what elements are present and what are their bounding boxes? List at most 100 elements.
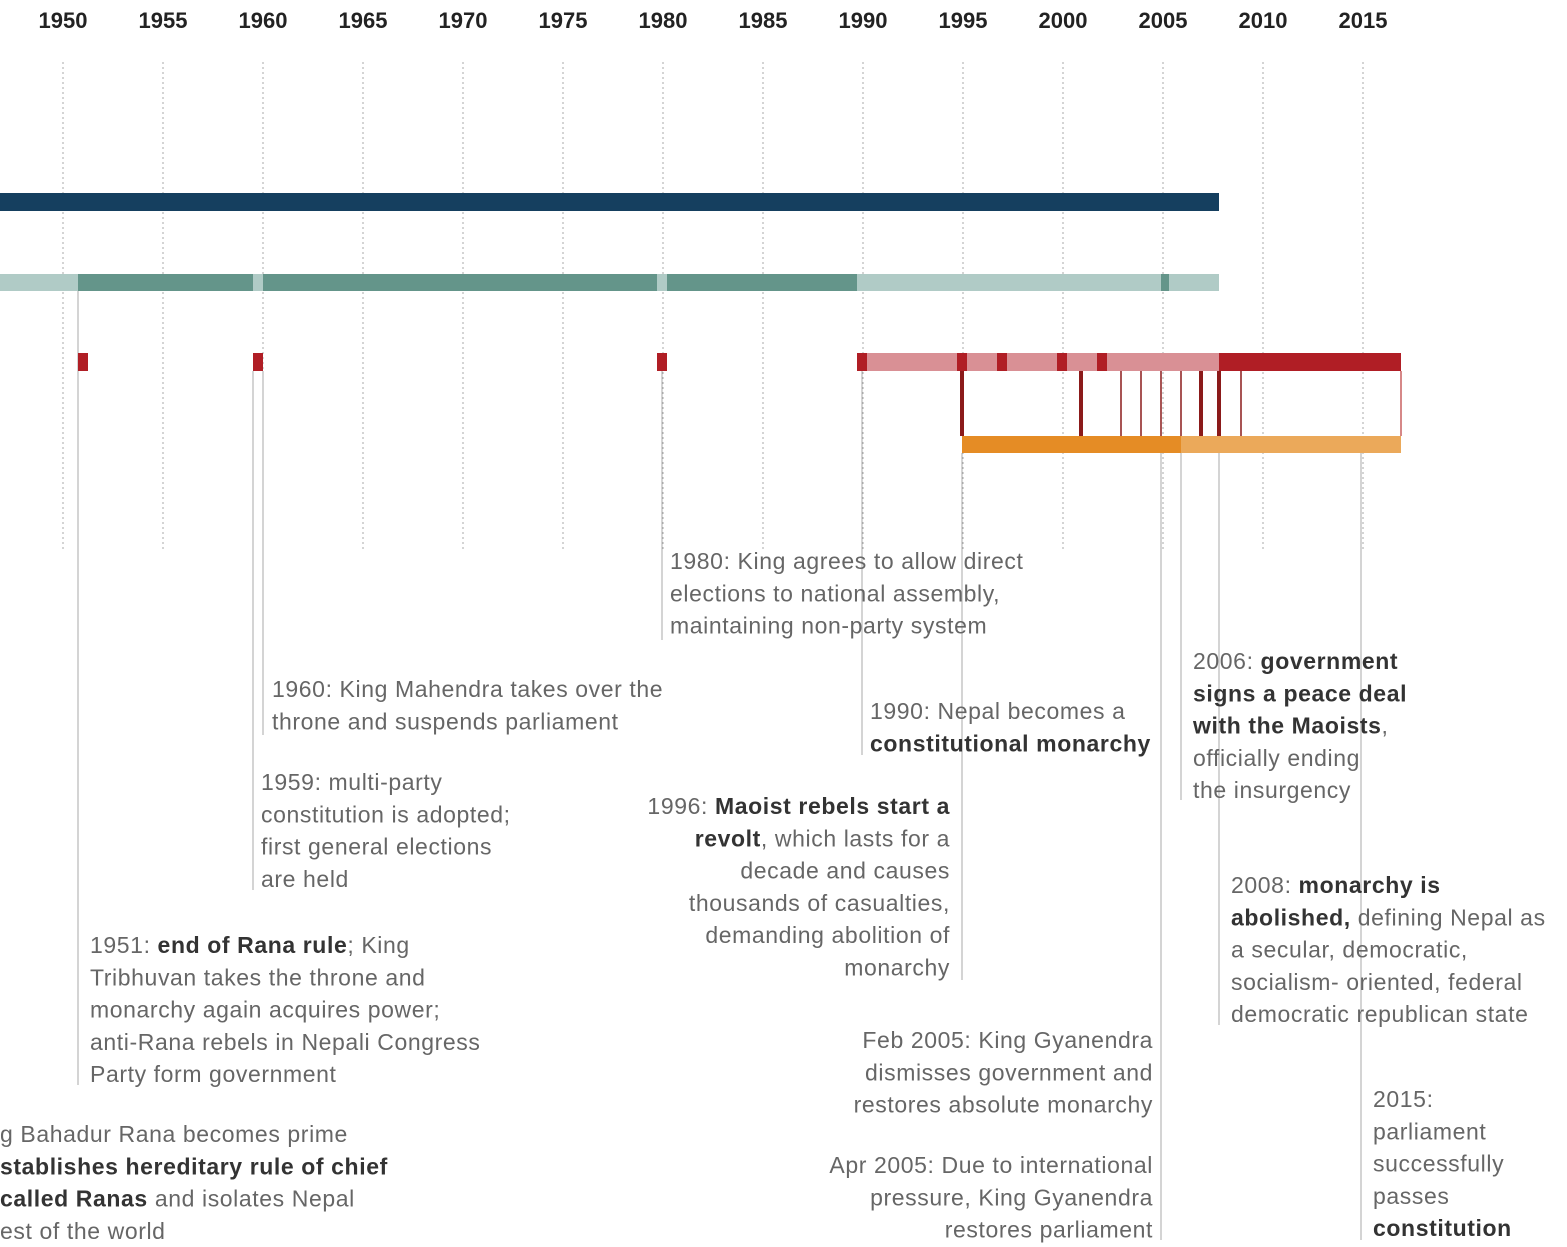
text-run: pressure, King Gyanendra [870, 1184, 1153, 1210]
segment [1181, 436, 1401, 453]
event [857, 353, 867, 371]
annotation-line: g Bahadur Rana becomes prime [0, 1121, 348, 1147]
text-run: a secular, democratic, [1231, 937, 1468, 963]
text-run: defining Nepal as [1351, 904, 1546, 930]
text-run: restores parliament [945, 1217, 1153, 1243]
event [957, 353, 967, 371]
text-run: successfully [1373, 1151, 1504, 1177]
text-run: 1960: King Mahendra takes over the [272, 676, 663, 702]
annotation-line: stablishes hereditary rule of chief [0, 1153, 388, 1179]
year-label: 2010 [1239, 8, 1288, 33]
text-run: constitution is adopted; [261, 801, 511, 827]
text-run: 2008: [1231, 872, 1299, 898]
text-run: 1996: [647, 793, 715, 819]
text-run: and isolates Nepal [148, 1186, 355, 1212]
text-run: 1951: [90, 932, 158, 958]
bold-run: signs a peace deal [1193, 680, 1407, 706]
annotation-line: 1980: King agrees to allow direct [670, 548, 1024, 574]
text-run: 2006: [1193, 648, 1261, 674]
annotation-line: 2006: government [1193, 648, 1398, 674]
year-label: 1985 [739, 8, 788, 33]
year-label: 2015 [1339, 8, 1388, 33]
annotation-line: abolished, defining Nepal as [1231, 904, 1546, 930]
leaders [77, 291, 1362, 1240]
event [1097, 353, 1107, 371]
text-run: restores absolute monarchy [854, 1092, 1153, 1118]
text-run: throne and suspends parliament [272, 708, 619, 734]
bold-run: government [1261, 648, 1399, 674]
bold-run: called Ranas [0, 1186, 148, 1212]
annotation-line: thousands of casualties, [689, 890, 950, 916]
text-run: monarchy again acquires power; [90, 997, 440, 1023]
annotations: 1980: King agrees to allow direct electio… [0, 548, 1546, 1244]
annotation-line: socialism- oriented, federal [1231, 969, 1523, 995]
text-run: 1980: King agrees to allow direct [670, 548, 1024, 574]
text-run: ; King [347, 932, 409, 958]
text-run: elections to national assembly, [670, 580, 1000, 606]
segment [867, 353, 1219, 371]
year-label: 1955 [139, 8, 188, 33]
year-label: 1980 [639, 8, 688, 33]
text-run: maintaining non-party system [670, 613, 987, 639]
segment [263, 274, 657, 291]
text-run: , which lasts for a [761, 825, 950, 851]
bold-run: stablishes hereditary rule of chief [0, 1153, 388, 1179]
bold-run: monarchy is [1299, 872, 1441, 898]
annotation-line: constitution [1373, 1215, 1512, 1241]
year-label: 1960 [239, 8, 288, 33]
annotation-line: constitutional monarchy [870, 730, 1151, 756]
year-label: 2000 [1039, 8, 1088, 33]
text-run: Tribhuvan takes the throne and [90, 964, 426, 990]
text-run: socialism- oriented, federal [1231, 969, 1523, 995]
event [253, 353, 263, 371]
text-run: first general elections [261, 834, 492, 860]
annotation-line: Party form government [90, 1061, 337, 1087]
annotation-line: 2015: [1373, 1086, 1434, 1112]
event [997, 353, 1007, 371]
text-run: are held [261, 866, 349, 892]
annotation-line: elections to national assembly, [670, 580, 1000, 606]
text-run: demanding abolition of [705, 922, 950, 948]
segment [78, 274, 253, 291]
event [657, 353, 667, 371]
text-run: g Bahadur Rana becomes prime [0, 1121, 348, 1147]
annotation-line: anti-Rana rebels in Nepali Congress [90, 1029, 480, 1055]
segment [962, 436, 1181, 453]
annotation-line: constitution is adopted; [261, 801, 511, 827]
annotation-line: monarchy [844, 955, 950, 981]
year-label: 1975 [539, 8, 588, 33]
monarchy-bar [0, 193, 1219, 211]
text-run: passes [1373, 1183, 1449, 1209]
annotation-line: the insurgency [1193, 777, 1351, 803]
annotation-line: pressure, King Gyanendra [870, 1184, 1153, 1210]
year-label: 1970 [439, 8, 488, 33]
annotation-line: officially ending [1193, 745, 1360, 771]
text-run: 1959: multi-party [261, 769, 443, 795]
annotation-line: 1990: Nepal becomes a [870, 698, 1126, 724]
text-run: 1990: Nepal becomes a [870, 698, 1126, 724]
annotation-line: with the Maoists, [1192, 713, 1389, 739]
grid [62, 62, 1364, 550]
text-run: decade and causes [740, 858, 950, 884]
bold-run: Maoist rebels start a [715, 793, 950, 819]
text-run: democratic republican state [1231, 1001, 1528, 1027]
annotation-line: est of the world [0, 1218, 166, 1244]
annotation-line: revolt, which lasts for a [695, 825, 950, 851]
annotation-line: democratic republican state [1231, 1001, 1528, 1027]
annotation-line: are held [261, 866, 349, 892]
annotation-line: successfully [1373, 1151, 1504, 1177]
bold-run: constitution [1373, 1215, 1512, 1241]
text-run: Feb 2005: King Gyanendra [862, 1027, 1153, 1053]
annotation-line: 1960: King Mahendra takes over the [272, 676, 663, 702]
text-run: the insurgency [1193, 777, 1351, 803]
year-label: 1965 [339, 8, 388, 33]
text-run: , [1382, 713, 1389, 739]
event [78, 353, 88, 371]
annotation-line: dismisses government and [865, 1059, 1153, 1085]
text-run: Apr 2005: Due to international [829, 1152, 1153, 1178]
annotation-line: signs a peace deal [1193, 680, 1407, 706]
annotation-line: Tribhuvan takes the throne and [90, 964, 426, 990]
bold-run: revolt [695, 825, 761, 851]
annotation-line: 2008: monarchy is [1231, 872, 1441, 898]
